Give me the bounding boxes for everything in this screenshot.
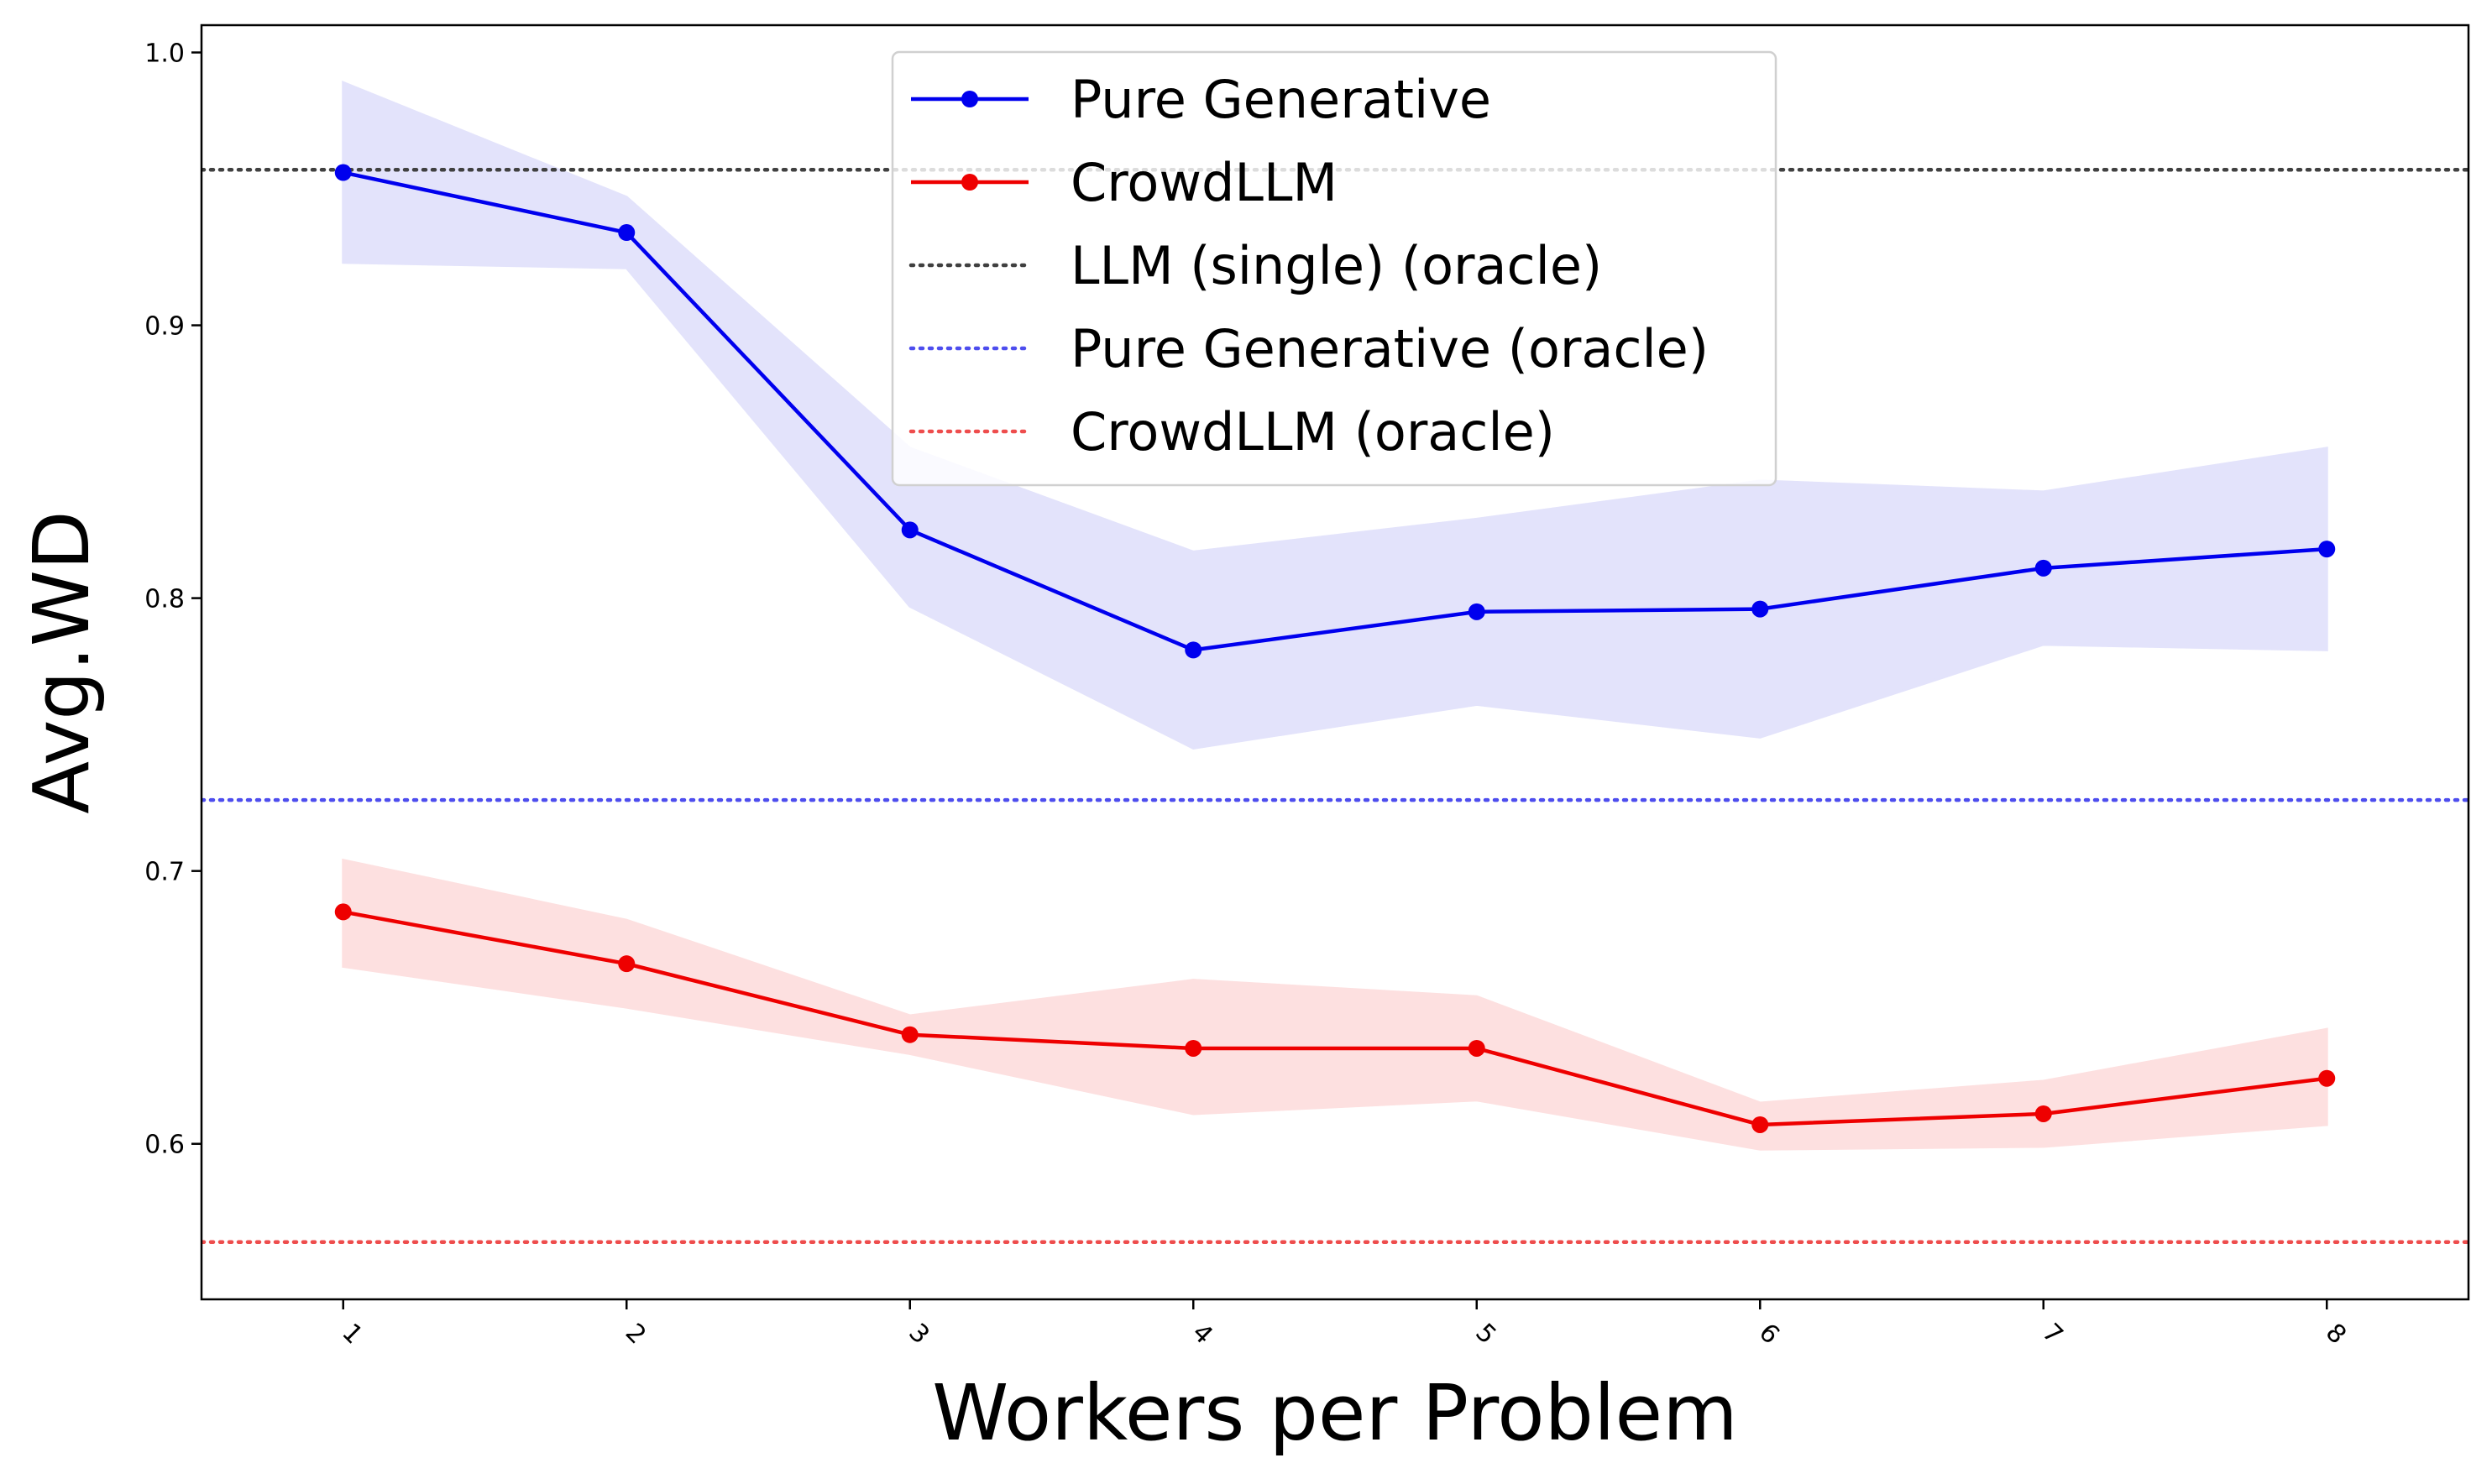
data-point-crowdllm-5 [1468, 1039, 1485, 1057]
legend-label-pure-generative: Pure Generative [1071, 69, 1491, 130]
data-point-pure-generative-6 [1751, 600, 1769, 618]
legend-marker-pure-generative [961, 91, 978, 107]
legend-frame [891, 50, 1777, 487]
y-tick-label: 1.0 [144, 39, 185, 69]
y-tick-label: 0.6 [144, 1131, 185, 1160]
data-point-pure-generative-4 [1185, 641, 1202, 659]
data-point-pure-generative-7 [2034, 559, 2052, 577]
legend: Pure Generative CrowdLLM LLM (single) (o… [891, 50, 1777, 487]
data-point-pure-generative-2 [618, 224, 636, 242]
legend-marker-crowdllm [961, 174, 978, 191]
band-crowdllm [342, 858, 2328, 1151]
series-line-crowdllm [343, 910, 2327, 1127]
data-point-crowdllm-6 [1751, 1116, 1769, 1133]
data-point-crowdllm-7 [2034, 1105, 2052, 1122]
plot-frame [200, 24, 2470, 1301]
data-point-crowdllm-2 [618, 955, 636, 973]
y-tick-label: 0.8 [144, 585, 185, 614]
data-point-crowdllm-4 [1185, 1039, 1202, 1057]
series-line-pure-generative [343, 170, 2327, 652]
legend-label-llm-single-oracle: LLM (single) (oracle) [1071, 235, 1602, 296]
data-point-crowdllm-8 [2318, 1069, 2336, 1087]
data-point-pure-generative-8 [2318, 541, 2336, 558]
data-point-pure-generative-3 [901, 521, 919, 539]
legend-label-crowdllm: CrowdLLM [1071, 152, 1338, 213]
y-tick-label: 0.9 [144, 312, 185, 342]
data-point-crowdllm-1 [334, 903, 352, 921]
x-axis-title: Workers per Problem [932, 1368, 1738, 1458]
data-point-crowdllm-3 [901, 1026, 919, 1043]
legend-label-pure-generative-oracle: Pure Generative (oracle) [1071, 318, 1709, 379]
data-point-pure-generative-1 [334, 164, 352, 181]
y-axis-title: Avg.WD [17, 510, 107, 813]
legend-label-crowdllm-oracle: CrowdLLM (oracle) [1071, 401, 1555, 462]
data-point-pure-generative-5 [1468, 603, 1485, 620]
y-tick-label: 0.7 [144, 858, 185, 887]
band-pure-generative [342, 81, 2328, 750]
